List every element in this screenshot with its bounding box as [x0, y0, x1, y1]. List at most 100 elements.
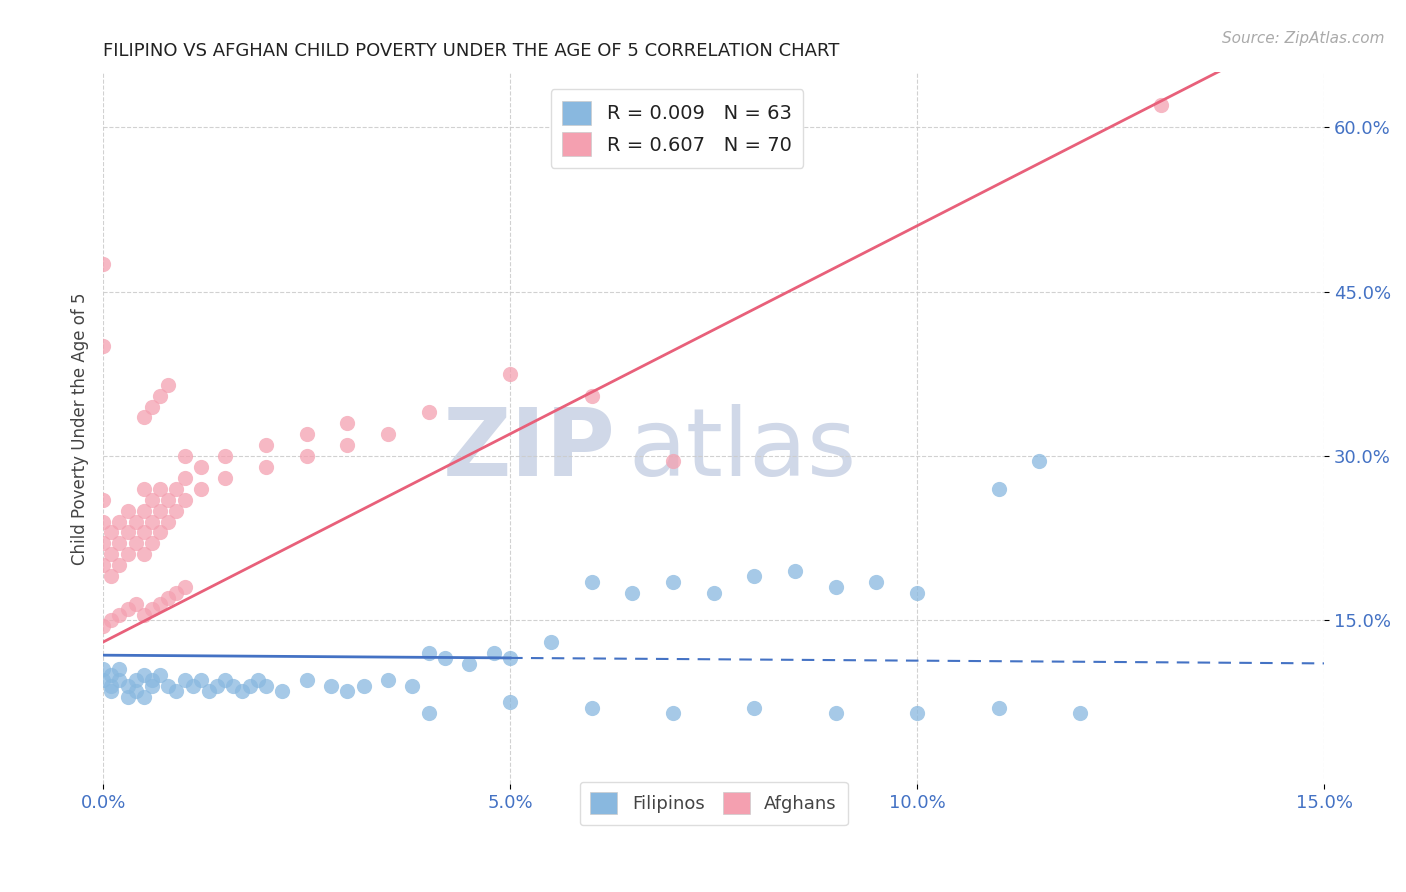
Point [165, 684, 187, 698]
Point [295, 673, 318, 688]
Point [246, 673, 269, 688]
Point [132, 503, 155, 517]
Point [499, 367, 522, 381]
Point [190, 459, 212, 474]
Point [91, 257, 114, 271]
Point [132, 548, 155, 562]
Text: ZIP: ZIP [443, 404, 616, 496]
Legend: Filipinos, Afghans: Filipinos, Afghans [579, 781, 848, 825]
Point [149, 482, 172, 496]
Point [198, 684, 221, 698]
Point [173, 492, 195, 507]
Point [91, 673, 114, 688]
Point [173, 580, 195, 594]
Point [91, 515, 114, 529]
Point [117, 690, 139, 704]
Point [1150, 98, 1173, 112]
Text: atlas: atlas [628, 404, 856, 496]
Point [621, 586, 644, 600]
Y-axis label: Child Poverty Under the Age of 5: Child Poverty Under the Age of 5 [72, 293, 89, 565]
Point [108, 558, 131, 573]
Point [157, 515, 180, 529]
Point [401, 679, 423, 693]
Point [141, 536, 163, 550]
Point [157, 492, 180, 507]
Point [157, 377, 180, 392]
Point [157, 679, 180, 693]
Point [214, 449, 236, 463]
Point [100, 525, 122, 540]
Point [662, 454, 685, 468]
Point [824, 706, 846, 721]
Point [181, 679, 204, 693]
Point [1028, 454, 1050, 468]
Point [91, 558, 114, 573]
Point [319, 679, 342, 693]
Point [865, 574, 887, 589]
Point [173, 673, 195, 688]
Point [132, 410, 155, 425]
Point [100, 668, 122, 682]
Point [149, 388, 172, 402]
Text: Source: ZipAtlas.com: Source: ZipAtlas.com [1222, 31, 1385, 46]
Point [141, 400, 163, 414]
Point [141, 679, 163, 693]
Point [581, 388, 603, 402]
Point [91, 618, 114, 632]
Point [117, 602, 139, 616]
Point [100, 684, 122, 698]
Point [165, 482, 187, 496]
Point [418, 706, 440, 721]
Point [125, 673, 148, 688]
Point [108, 673, 131, 688]
Point [540, 635, 562, 649]
Point [108, 662, 131, 676]
Point [100, 613, 122, 627]
Point [231, 684, 253, 698]
Point [100, 548, 122, 562]
Point [132, 668, 155, 682]
Point [141, 602, 163, 616]
Point [173, 449, 195, 463]
Point [336, 684, 359, 698]
Point [703, 586, 725, 600]
Point [132, 690, 155, 704]
Point [125, 684, 148, 698]
Text: FILIPINO VS AFGHAN CHILD POVERTY UNDER THE AGE OF 5 CORRELATION CHART: FILIPINO VS AFGHAN CHILD POVERTY UNDER T… [103, 42, 839, 60]
Point [744, 569, 766, 583]
Point [132, 525, 155, 540]
Point [581, 574, 603, 589]
Point [377, 426, 399, 441]
Point [190, 482, 212, 496]
Point [353, 679, 375, 693]
Point [100, 569, 122, 583]
Point [239, 679, 262, 693]
Point [458, 657, 481, 671]
Point [91, 339, 114, 353]
Point [132, 482, 155, 496]
Point [905, 586, 928, 600]
Point [125, 536, 148, 550]
Point [987, 482, 1010, 496]
Point [141, 515, 163, 529]
Point [295, 426, 318, 441]
Point [336, 438, 359, 452]
Point [1069, 706, 1091, 721]
Point [271, 684, 294, 698]
Point [662, 574, 685, 589]
Point [132, 607, 155, 622]
Point [149, 525, 172, 540]
Point [214, 471, 236, 485]
Point [336, 416, 359, 430]
Point [987, 700, 1010, 714]
Point [254, 438, 277, 452]
Point [783, 564, 806, 578]
Point [165, 503, 187, 517]
Point [149, 503, 172, 517]
Point [581, 700, 603, 714]
Point [824, 580, 846, 594]
Point [91, 492, 114, 507]
Point [91, 662, 114, 676]
Point [117, 679, 139, 693]
Point [499, 651, 522, 665]
